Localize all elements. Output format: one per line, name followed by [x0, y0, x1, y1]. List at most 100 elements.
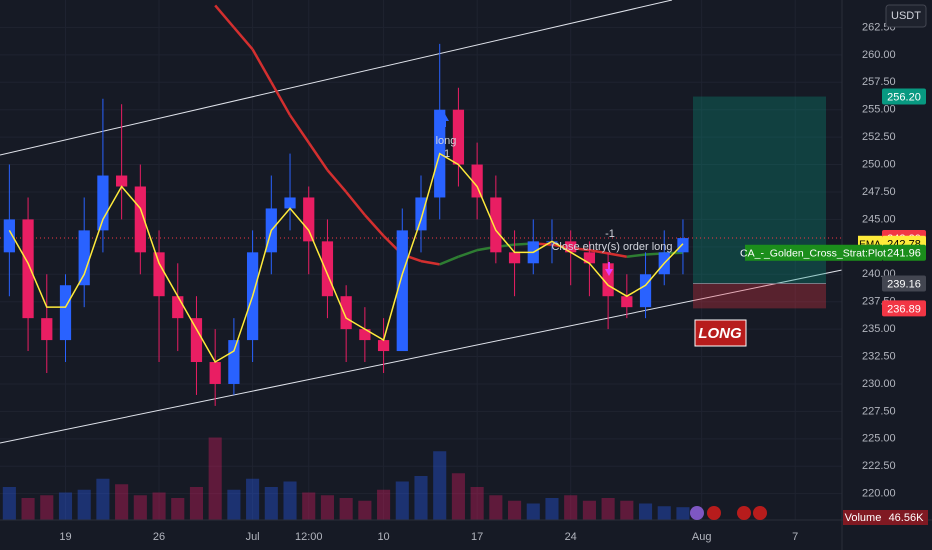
strategy-line: [214, 4, 235, 29]
icon[interactable]: [707, 506, 721, 520]
volume-bar: [414, 476, 428, 520]
volume-bar: [208, 437, 222, 520]
strategy-line: [626, 253, 646, 258]
volume-value-box: [884, 510, 928, 525]
volume-bar: [58, 492, 73, 520]
y-tick-label: 230.00: [862, 378, 896, 390]
entry-text: long: [436, 135, 457, 147]
volume-bar: [395, 481, 409, 520]
candle-body: [321, 241, 334, 297]
strategy-line: [420, 259, 440, 266]
volume-bar: [96, 478, 110, 520]
candle-body: [59, 285, 72, 341]
y-tick-label: 245.00: [862, 213, 896, 225]
strategy-name: CA_-_Golden_Cross_Strat:Plot: [740, 248, 886, 260]
volume-bar: [676, 507, 690, 520]
volume-bar: [227, 489, 241, 520]
volume-bar: [377, 489, 391, 520]
volume-bar: [302, 492, 316, 520]
candle-body: [228, 340, 240, 384]
strategy-tag: 241.96: [887, 248, 921, 260]
icon[interactable]: [737, 506, 751, 520]
volume-bar: [77, 489, 91, 520]
y-tick-label: 232.50: [862, 350, 896, 362]
icon[interactable]: [753, 506, 767, 520]
candle-body: [22, 219, 34, 319]
volume-bar: [489, 495, 503, 520]
strategy-line: [607, 252, 628, 258]
strategy-line: [589, 248, 609, 255]
candle-body: [153, 252, 165, 297]
entry-qty: 1: [444, 148, 450, 160]
x-tick-label: 10: [377, 531, 389, 543]
x-tick-label: 19: [59, 531, 71, 543]
sell-arrow: [605, 262, 613, 276]
entry-tag: 239.16: [887, 278, 921, 290]
volume-bar: [246, 478, 260, 520]
y-tick-label: 257.50: [862, 76, 896, 88]
y-tick-label: 225.00: [862, 433, 896, 445]
volume-bar: [264, 487, 278, 520]
strategy-line: [458, 248, 478, 258]
x-tick-label: 24: [565, 531, 577, 543]
volume-value: 46.56K: [889, 512, 925, 524]
candle-body: [677, 238, 689, 253]
candle-body: [602, 263, 614, 297]
candle-body: [396, 230, 408, 352]
x-tick-label: 12:00: [295, 531, 323, 543]
candle-body: [340, 296, 352, 330]
strategy-line: [307, 141, 329, 171]
strategy-line: [270, 81, 292, 116]
stop-tag-box: [882, 300, 926, 317]
channel-upper: [0, 0, 673, 156]
axis: 220.00 222.50 225.00 227.50 230.00 232.50 235.…: [59, 21, 928, 543]
candle-body: [190, 318, 203, 363]
volume-bar: [171, 498, 185, 520]
strategy-line: [439, 255, 459, 266]
strategy-line: [251, 48, 273, 83]
y-tick-label: 252.50: [862, 131, 896, 143]
volume-name: Volume: [845, 512, 882, 524]
candle-body: [471, 164, 483, 198]
volume-bar: [564, 495, 578, 520]
target-tag: 256.20: [887, 91, 921, 103]
currency: USDT: [891, 10, 921, 22]
candle-body: [639, 274, 652, 308]
strategy-line: [345, 191, 366, 216]
candle-body: [172, 296, 184, 319]
x-tick-label: Jul: [246, 531, 260, 543]
candle-body: [490, 197, 502, 253]
candle-body: [284, 197, 296, 209]
volume-bar: [283, 481, 297, 520]
position-loss: [693, 283, 826, 309]
strategy-line: [326, 169, 348, 193]
candle-body: [78, 230, 90, 286]
candle-body: [303, 197, 315, 242]
volume-bar: [115, 484, 129, 520]
entry-tag-box: [882, 275, 926, 292]
icon[interactable]: [690, 506, 704, 520]
y-tick-label: 260.00: [862, 49, 896, 61]
exit-text: Close entry(s) order long: [551, 241, 672, 253]
candle-body: [3, 219, 15, 253]
ema-line: [8, 152, 684, 364]
volume-bar: [508, 500, 522, 520]
currency-box[interactable]: [885, 4, 927, 28]
strategy-name-box: [745, 244, 882, 261]
volume-bar: [526, 503, 540, 520]
candle-body: [359, 329, 371, 341]
candle-body: [41, 318, 53, 341]
candle-body: [377, 340, 390, 352]
strategy-tag-box: [882, 244, 926, 261]
candle-body: [116, 175, 128, 187]
x-tick-label: 17: [471, 531, 483, 543]
y-tick-label: 220.00: [862, 488, 896, 500]
candle-body: [452, 109, 465, 165]
x-tick-label: Aug: [692, 531, 712, 543]
volume-name-box: [843, 510, 884, 525]
exit-qty: -1: [605, 228, 615, 240]
y-tick-label: 255.00: [862, 104, 896, 116]
y-tick-label: 247.50: [862, 186, 896, 198]
volume-bar: [189, 487, 204, 520]
